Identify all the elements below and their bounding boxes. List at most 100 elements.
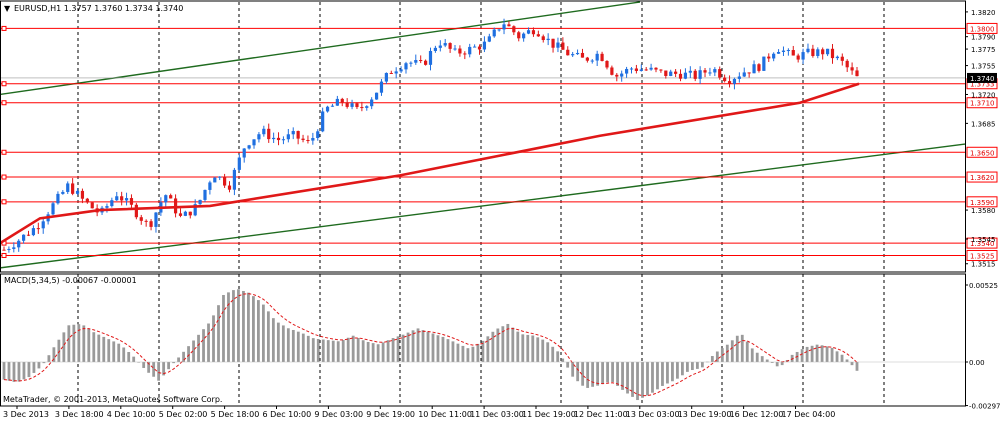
macd-tick-label: 0.00 bbox=[969, 359, 985, 367]
candle-body bbox=[526, 30, 531, 34]
macd-signal-line bbox=[3, 293, 858, 397]
candle-body bbox=[654, 67, 658, 70]
candle-body bbox=[154, 212, 158, 227]
macd-bar bbox=[157, 362, 161, 381]
macd-bar bbox=[391, 338, 395, 362]
candle-body bbox=[203, 189, 207, 200]
macd-bar bbox=[845, 359, 849, 362]
macd-bar bbox=[695, 362, 699, 369]
macd-bar bbox=[551, 346, 555, 362]
macd-bar bbox=[541, 339, 545, 362]
candle-body bbox=[394, 71, 398, 74]
level-handle bbox=[1, 149, 7, 155]
macd-bar bbox=[62, 332, 66, 362]
candle-body bbox=[105, 206, 109, 208]
time-tick-label: 4 Dec 10:00 bbox=[107, 410, 156, 419]
candle-body bbox=[26, 234, 31, 236]
macd-bar bbox=[825, 346, 829, 362]
macd-header: MACD(5,34,5) -0.00067 -0.00001 bbox=[4, 276, 137, 285]
candle-body bbox=[183, 211, 187, 216]
candle-body bbox=[816, 49, 820, 56]
macd-bar bbox=[212, 315, 215, 362]
macd-bar bbox=[336, 341, 340, 362]
candle-body bbox=[41, 221, 45, 229]
macd-bar bbox=[67, 325, 71, 362]
macd-bar bbox=[596, 362, 600, 386]
candle-body bbox=[218, 176, 222, 178]
level-handle bbox=[1, 81, 7, 87]
moving-average bbox=[0, 82, 860, 245]
macd-bar bbox=[436, 335, 440, 362]
time-tick-label: 13 Dec 03:00 bbox=[626, 410, 680, 419]
macd-bar bbox=[606, 362, 609, 383]
candle-body bbox=[556, 42, 560, 48]
macd-bar bbox=[476, 343, 480, 362]
candle-body bbox=[669, 71, 673, 76]
candle-body bbox=[443, 43, 447, 46]
candle-body bbox=[75, 190, 80, 194]
candle-body bbox=[575, 52, 580, 55]
price-tick-label: 1.3755 bbox=[971, 63, 996, 71]
current-price-label: 1.3740 bbox=[970, 75, 995, 83]
macd-bar bbox=[441, 336, 445, 362]
candle-body bbox=[781, 50, 786, 52]
price-tick-label: 1.3775 bbox=[971, 46, 996, 54]
level-label: 1.3800 bbox=[970, 25, 995, 33]
macd-bar bbox=[242, 290, 245, 362]
macd-bar bbox=[371, 343, 375, 362]
candle-body bbox=[502, 24, 506, 30]
macd-tick-label: 0.00525 bbox=[969, 282, 998, 290]
candle-body bbox=[311, 137, 315, 141]
candle-body bbox=[571, 54, 575, 56]
macd-bar bbox=[12, 362, 16, 382]
level-handle bbox=[1, 100, 7, 106]
macd-bar bbox=[740, 334, 744, 362]
time-tick-label: 6 Dec 10:00 bbox=[263, 410, 312, 419]
chart-menu-icon[interactable]: ▼ bbox=[4, 4, 11, 13]
price-tick-label: 1.3820 bbox=[971, 9, 996, 17]
level-label-box bbox=[966, 146, 998, 158]
macd-bar bbox=[755, 352, 759, 362]
candle-body bbox=[512, 26, 516, 33]
macd-bar bbox=[271, 318, 275, 362]
candle-body bbox=[399, 69, 403, 72]
candle-body bbox=[22, 234, 26, 241]
macd-bar bbox=[42, 362, 46, 364]
candle-body bbox=[473, 46, 477, 48]
price-panel-frame bbox=[0, 0, 966, 273]
macd-bar bbox=[531, 335, 535, 362]
candle-body bbox=[144, 220, 148, 222]
candle-body bbox=[193, 204, 197, 216]
macd-bar bbox=[167, 362, 171, 370]
candle-body bbox=[281, 139, 286, 141]
candle-body bbox=[286, 134, 290, 140]
macd-bar bbox=[326, 340, 330, 362]
macd-bar bbox=[7, 362, 11, 381]
candle-body bbox=[776, 51, 781, 54]
candle-body bbox=[262, 128, 266, 135]
candle-body bbox=[321, 111, 325, 132]
macd-bar bbox=[681, 362, 684, 376]
copyright-text: MetaTrader, © 2001-2013, MetaQuotes Soft… bbox=[3, 395, 222, 404]
time-tick-label: 17 Dec 04:00 bbox=[782, 410, 836, 419]
candle-body bbox=[365, 106, 369, 108]
candle-body bbox=[164, 195, 168, 203]
macd-bar bbox=[750, 348, 754, 362]
candle-body bbox=[178, 213, 183, 216]
candle-body bbox=[51, 203, 55, 215]
macd-bar bbox=[516, 331, 520, 362]
candle-body bbox=[188, 211, 192, 216]
candle-body bbox=[242, 148, 246, 158]
macd-bar bbox=[676, 362, 679, 379]
macd-bar bbox=[636, 362, 639, 401]
macd-bar bbox=[481, 340, 485, 362]
grid bbox=[77, 2, 885, 406]
macd-bar bbox=[232, 290, 235, 362]
macd-bar bbox=[431, 333, 435, 362]
time-tick-label: 9 Dec 19:00 bbox=[366, 410, 415, 419]
macd-bar bbox=[57, 339, 61, 362]
candle-body bbox=[747, 72, 751, 74]
channel-line bbox=[0, 143, 966, 269]
candle-body bbox=[821, 49, 825, 55]
level-label-box bbox=[966, 171, 998, 183]
